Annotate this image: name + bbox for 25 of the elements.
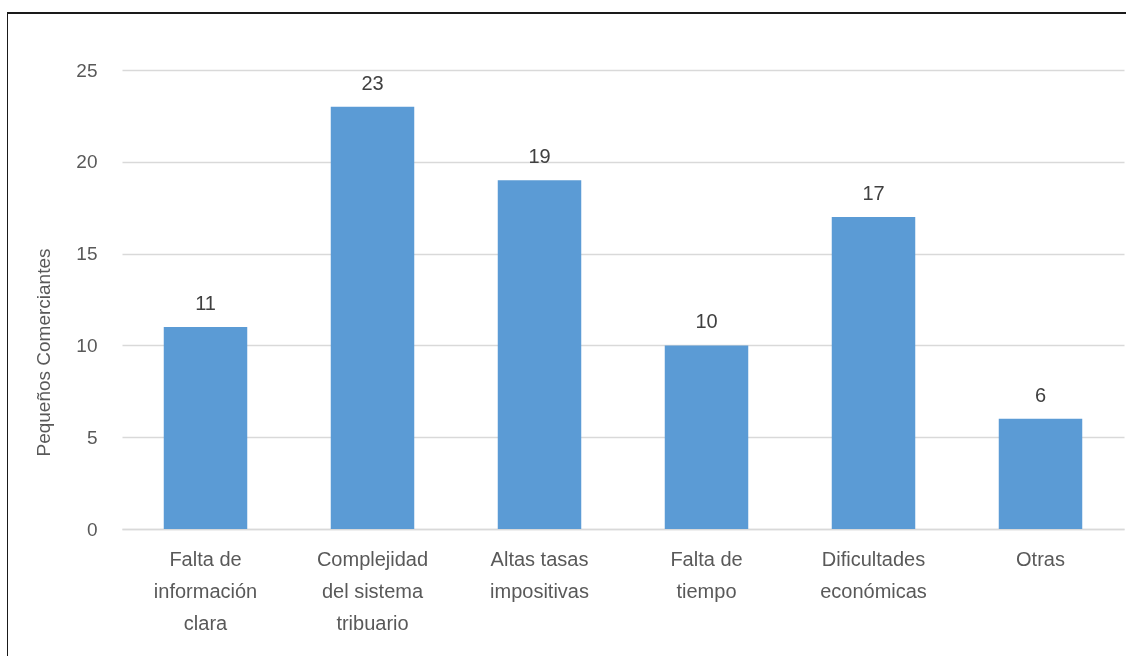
y-tick-label: 5 — [86, 426, 98, 448]
data-label: 23 — [361, 71, 384, 94]
y-tick-label: 0 — [86, 518, 98, 540]
y-tick-label: 10 — [76, 334, 98, 356]
data-label: 17 — [862, 181, 885, 204]
data-label: 10 — [695, 310, 718, 333]
y-tick-label: 25 — [76, 59, 98, 81]
x-tick-label: Altas tasas impositivas — [490, 547, 589, 602]
bar — [163, 327, 248, 529]
x-tick-label: Falta de información clara — [153, 547, 258, 634]
y-tick-label: 15 — [76, 243, 98, 265]
y-tick-label: 20 — [76, 151, 98, 173]
data-label: 11 — [195, 292, 216, 315]
bar — [664, 345, 749, 529]
x-tick-label: Otras — [1016, 547, 1065, 570]
data-label: 19 — [528, 145, 551, 168]
data-label: 6 — [1034, 383, 1047, 406]
x-tick-label: Dificultades económicas — [820, 547, 927, 602]
bar — [330, 106, 415, 529]
x-tick-label: Falta de tiempo — [670, 547, 743, 602]
y-axis-title: Pequeños Comerciantes — [33, 248, 55, 457]
x-tick-label: Complejidad del sistema tribuario — [316, 547, 429, 634]
bar — [497, 180, 582, 529]
bar — [998, 418, 1083, 529]
bar — [831, 216, 916, 529]
